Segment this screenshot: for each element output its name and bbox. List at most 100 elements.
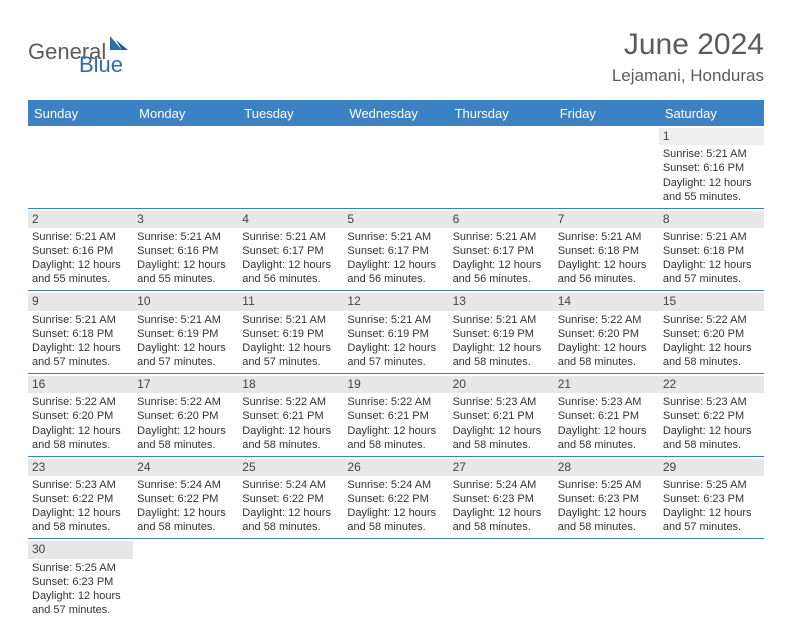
calendar-cell: 7Sunrise: 5:21 AMSunset: 6:18 PMDaylight… (554, 209, 659, 291)
day-detail-line: Daylight: 12 hours (137, 258, 234, 272)
calendar-cell: 24Sunrise: 5:24 AMSunset: 6:22 PMDayligh… (133, 457, 238, 539)
day-detail-line: Daylight: 12 hours (453, 424, 550, 438)
day-detail-line: and 58 minutes. (453, 438, 550, 452)
day-detail-line: Daylight: 12 hours (347, 424, 444, 438)
day-detail-line: Sunset: 6:20 PM (137, 409, 234, 423)
day-detail-line: Sunset: 6:18 PM (32, 327, 129, 341)
day-detail-line: Sunset: 6:21 PM (453, 409, 550, 423)
calendar-cell: 5Sunrise: 5:21 AMSunset: 6:17 PMDaylight… (343, 209, 448, 291)
brand-text-part2: Blue (79, 52, 123, 77)
day-detail-line: Sunset: 6:22 PM (137, 492, 234, 506)
day-detail-line: and 58 minutes. (347, 520, 444, 534)
day-number: 28 (554, 459, 659, 476)
day-detail-line: and 58 minutes. (663, 355, 760, 369)
day-detail-line: Daylight: 12 hours (663, 341, 760, 355)
day-detail-line: Sunrise: 5:21 AM (242, 230, 339, 244)
calendar-cell: 10Sunrise: 5:21 AMSunset: 6:19 PMDayligh… (133, 291, 238, 373)
day-detail-line: Sunrise: 5:21 AM (663, 230, 760, 244)
day-number: 6 (449, 211, 554, 228)
weekday-header-row: Sunday Monday Tuesday Wednesday Thursday… (28, 100, 764, 126)
calendar-cell: 9Sunrise: 5:21 AMSunset: 6:18 PMDaylight… (28, 291, 133, 373)
day-number: 10 (133, 293, 238, 310)
day-detail-line: and 57 minutes. (347, 355, 444, 369)
day-number: 7 (554, 211, 659, 228)
day-detail-line: Sunset: 6:20 PM (663, 327, 760, 341)
calendar-body: ......1Sunrise: 5:21 AMSunset: 6:16 PMDa… (28, 126, 764, 621)
day-detail-line: and 57 minutes. (32, 355, 129, 369)
day-number: 12 (343, 293, 448, 310)
day-detail-line: and 56 minutes. (453, 272, 550, 286)
day-detail-line: Sunset: 6:17 PM (347, 244, 444, 258)
day-detail-line: Daylight: 12 hours (347, 506, 444, 520)
calendar-row: 30Sunrise: 5:25 AMSunset: 6:23 PMDayligh… (28, 539, 764, 621)
calendar-cell-empty: . (554, 126, 659, 208)
calendar-cell: 2Sunrise: 5:21 AMSunset: 6:16 PMDaylight… (28, 209, 133, 291)
calendar-cell-empty: . (449, 539, 554, 621)
day-detail-line: Sunrise: 5:24 AM (137, 478, 234, 492)
day-detail-line: Sunrise: 5:22 AM (32, 395, 129, 409)
day-detail-line: Sunrise: 5:21 AM (347, 230, 444, 244)
day-number: 17 (133, 376, 238, 393)
day-detail-line: and 55 minutes. (663, 190, 760, 204)
day-number: 14 (554, 293, 659, 310)
day-detail-line: Sunset: 6:20 PM (32, 409, 129, 423)
calendar-cell-empty: . (133, 126, 238, 208)
day-detail-line: Sunrise: 5:21 AM (663, 147, 760, 161)
day-detail-line: Sunrise: 5:22 AM (558, 313, 655, 327)
day-detail-line: Daylight: 12 hours (137, 506, 234, 520)
day-detail-line: Daylight: 12 hours (242, 424, 339, 438)
day-number: 11 (238, 293, 343, 310)
day-detail-line: Daylight: 12 hours (453, 506, 550, 520)
day-detail-line: and 57 minutes. (242, 355, 339, 369)
calendar-cell: 26Sunrise: 5:24 AMSunset: 6:22 PMDayligh… (343, 457, 448, 539)
day-detail-line: Sunrise: 5:21 AM (242, 313, 339, 327)
day-detail-line: Sunset: 6:23 PM (558, 492, 655, 506)
title-block: June 2024 Lejamani, Honduras (612, 28, 764, 86)
weekday-header: Thursday (449, 101, 554, 126)
day-detail-line: Sunset: 6:21 PM (347, 409, 444, 423)
calendar-cell: 6Sunrise: 5:21 AMSunset: 6:17 PMDaylight… (449, 209, 554, 291)
day-detail-line: Sunrise: 5:22 AM (137, 395, 234, 409)
calendar-cell: 14Sunrise: 5:22 AMSunset: 6:20 PMDayligh… (554, 291, 659, 373)
calendar-row: ......1Sunrise: 5:21 AMSunset: 6:16 PMDa… (28, 126, 764, 209)
day-detail-line: Sunrise: 5:23 AM (663, 395, 760, 409)
calendar-cell-empty: . (28, 126, 133, 208)
day-number: 30 (28, 541, 133, 558)
day-detail-line: Sunset: 6:16 PM (663, 161, 760, 175)
day-number: 27 (449, 459, 554, 476)
day-detail-line: and 58 minutes. (32, 520, 129, 534)
day-detail-line: Sunset: 6:20 PM (558, 327, 655, 341)
calendar-cell: 16Sunrise: 5:22 AMSunset: 6:20 PMDayligh… (28, 374, 133, 456)
day-detail-line: and 58 minutes. (558, 438, 655, 452)
day-detail-line: Sunset: 6:17 PM (242, 244, 339, 258)
day-detail-line: Sunrise: 5:21 AM (137, 313, 234, 327)
day-detail-line: Daylight: 12 hours (32, 258, 129, 272)
day-detail-line: Daylight: 12 hours (32, 341, 129, 355)
day-detail-line: and 58 minutes. (242, 520, 339, 534)
day-detail-line: Sunset: 6:19 PM (347, 327, 444, 341)
day-detail-line: and 56 minutes. (242, 272, 339, 286)
calendar-cell-empty: . (659, 539, 764, 621)
day-detail-line: Daylight: 12 hours (242, 258, 339, 272)
calendar-cell-empty: . (343, 126, 448, 208)
weekday-header: Friday (554, 101, 659, 126)
day-detail-line: and 58 minutes. (137, 520, 234, 534)
day-detail-line: Sunrise: 5:21 AM (347, 313, 444, 327)
day-number: 25 (238, 459, 343, 476)
calendar-cell-empty: . (449, 126, 554, 208)
day-number: 3 (133, 211, 238, 228)
calendar-page: General June 2024 Lejamani, Honduras Blu… (0, 0, 792, 621)
day-detail-line: Daylight: 12 hours (453, 341, 550, 355)
calendar-cell: 25Sunrise: 5:24 AMSunset: 6:22 PMDayligh… (238, 457, 343, 539)
day-detail-line: Sunrise: 5:25 AM (663, 478, 760, 492)
day-detail-line: Sunrise: 5:21 AM (558, 230, 655, 244)
calendar-cell: 12Sunrise: 5:21 AMSunset: 6:19 PMDayligh… (343, 291, 448, 373)
calendar-cell: 11Sunrise: 5:21 AMSunset: 6:19 PMDayligh… (238, 291, 343, 373)
day-detail-line: Daylight: 12 hours (137, 341, 234, 355)
day-detail-line: Daylight: 12 hours (663, 258, 760, 272)
day-number: 19 (343, 376, 448, 393)
day-detail-line: Daylight: 12 hours (32, 424, 129, 438)
day-detail-line: Sunrise: 5:21 AM (453, 230, 550, 244)
location-label: Lejamani, Honduras (612, 66, 764, 86)
day-detail-line: Sunset: 6:23 PM (32, 575, 129, 589)
